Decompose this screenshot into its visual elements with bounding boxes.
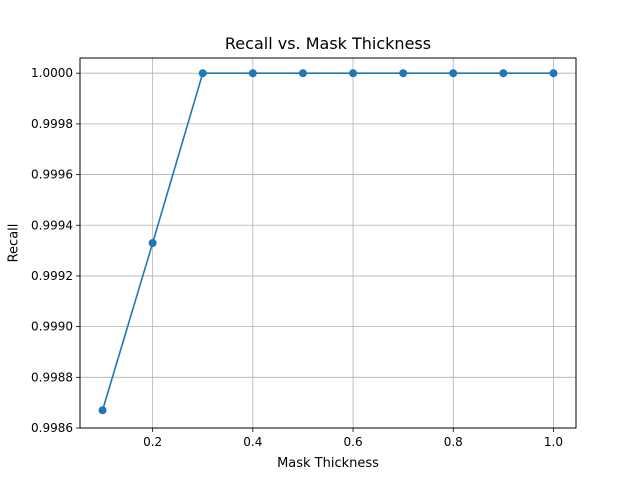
data-point [248, 69, 257, 78]
y-tick-label: 0.9990 [31, 320, 73, 334]
data-point [349, 69, 358, 78]
series-layer [98, 69, 558, 415]
data-point [198, 69, 207, 78]
y-tick-label: 0.9988 [31, 370, 73, 384]
y-tick-label: 0.9992 [31, 269, 73, 283]
x-tick-label: 1.0 [544, 435, 563, 449]
y-tick-label: 0.9994 [31, 218, 73, 232]
series-line [101, 72, 554, 411]
x-tick-label: 0.6 [344, 435, 363, 449]
x-tick-label: 0.2 [143, 435, 162, 449]
data-point [399, 69, 408, 78]
y-axis-label: Recall [7, 224, 22, 263]
ticks: 0.2 0.4 0.6 0.8 1.0 0.9986 0.9988 0.9990 0.9992 0… [31, 66, 563, 449]
y-tick-label: 1.0000 [31, 66, 73, 80]
data-point [549, 69, 558, 78]
data-point [148, 239, 157, 247]
data-point [449, 69, 458, 78]
x-tick-label: 0.8 [444, 435, 463, 449]
data-point [298, 69, 307, 78]
x-tick-label: 0.4 [243, 435, 262, 449]
y-tick-label: 0.9998 [31, 117, 73, 131]
chart-title: Recall vs. Mask Thickness [225, 34, 431, 53]
axes-frame [79, 57, 577, 429]
x-axis-label: Mask Thickness [277, 456, 379, 471]
y-tick-label: 0.9986 [31, 421, 73, 435]
data-point [499, 69, 508, 78]
y-tick-label: 0.9996 [31, 168, 73, 182]
data-point [98, 406, 107, 415]
